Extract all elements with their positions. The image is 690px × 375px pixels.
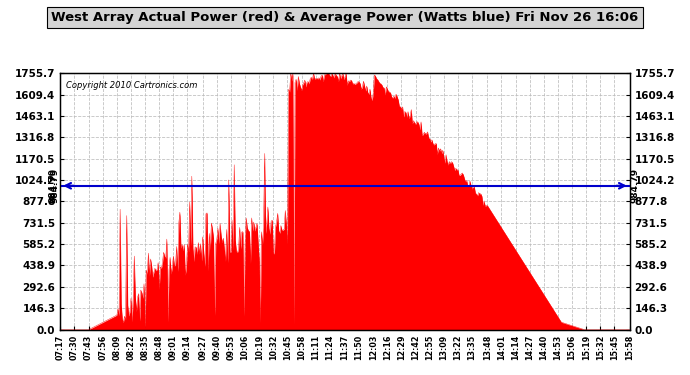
Text: Copyright 2010 Cartronics.com: Copyright 2010 Cartronics.com bbox=[66, 81, 197, 90]
Text: 984.79: 984.79 bbox=[48, 168, 57, 203]
Text: West Array Actual Power (red) & Average Power (Watts blue) Fri Nov 26 16:06: West Array Actual Power (red) & Average … bbox=[51, 11, 639, 24]
Text: 984.79: 984.79 bbox=[630, 168, 639, 203]
Text: 984.79: 984.79 bbox=[51, 168, 60, 203]
